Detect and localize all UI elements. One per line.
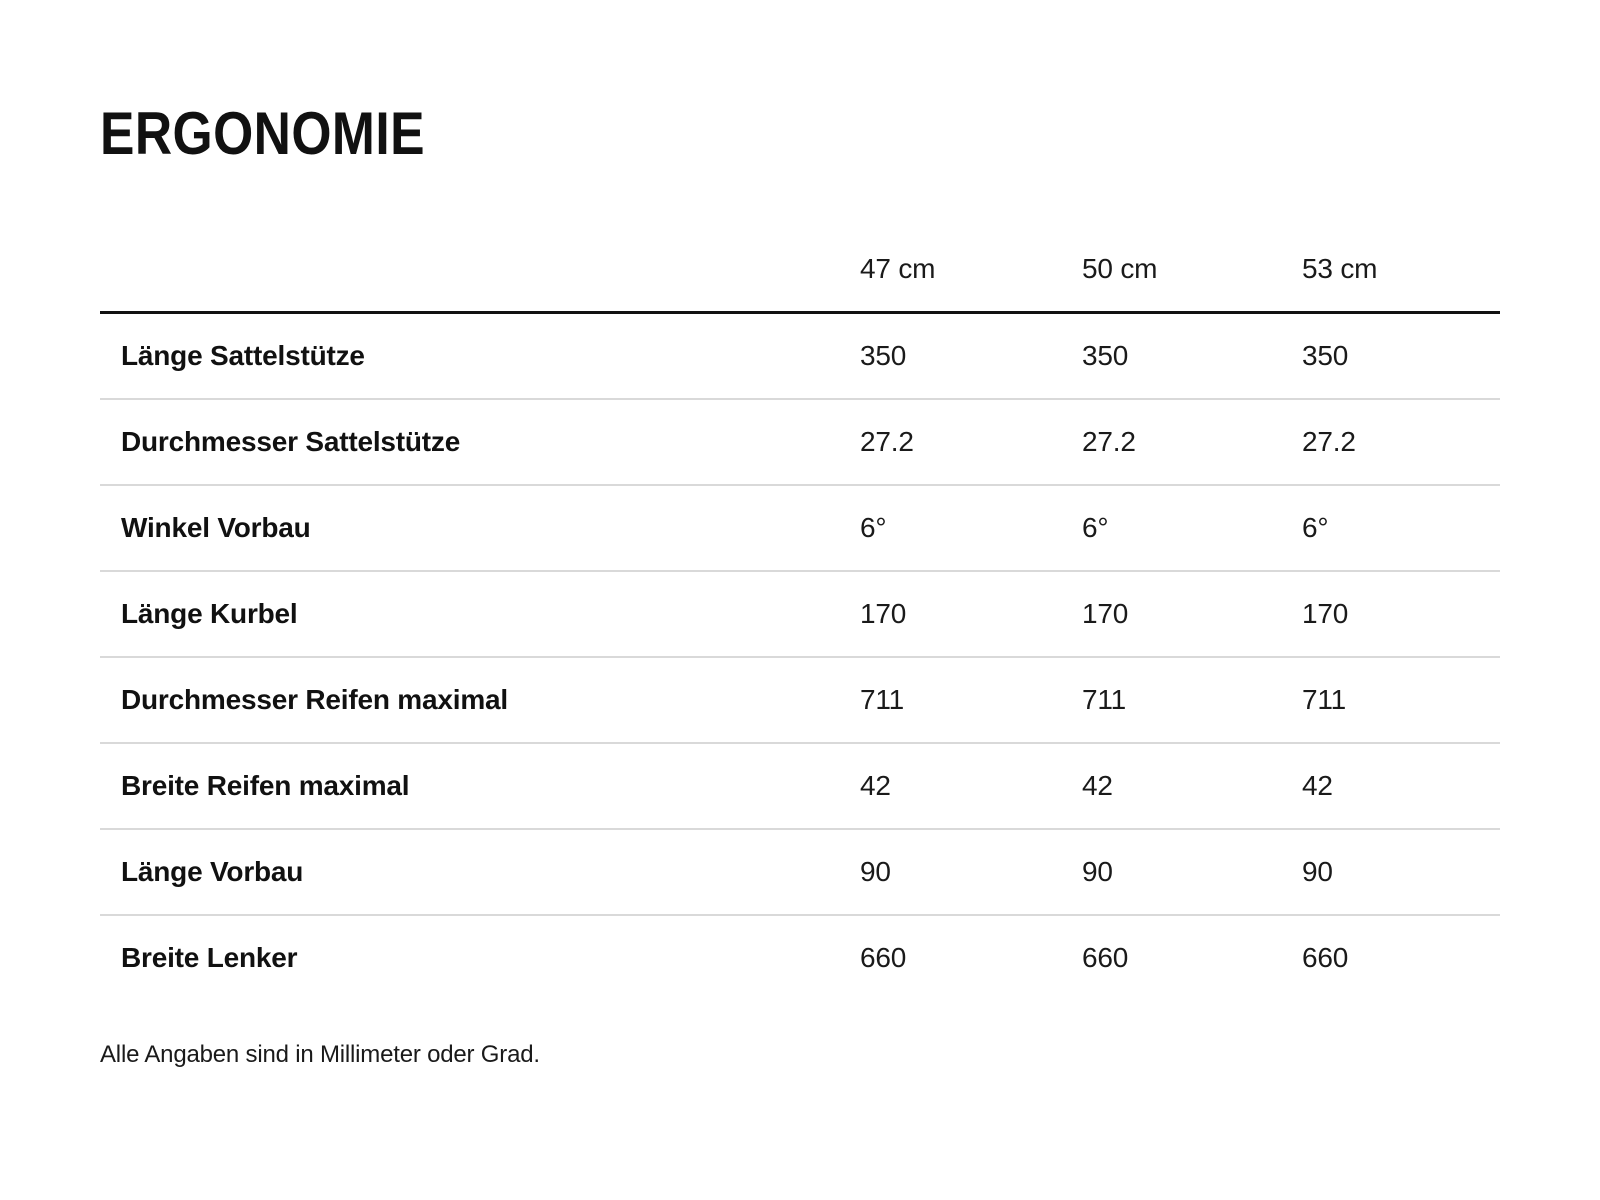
row-label: Länge Sattelstütze [100,312,860,400]
cell-value: 170 [860,571,1082,658]
cell-value: 42 [1082,743,1302,830]
cell-value: 660 [1302,942,1349,973]
cell-value: 711 [1082,657,1302,744]
cell-value: 6° [860,485,1082,572]
cell-value: 27.2 [860,399,1082,486]
table-body: Länge Sattelstütze 350 350 350 Durchmess… [100,312,1500,1001]
cell-value: 90 [1082,829,1302,916]
cell-value: 42 [1302,743,1500,830]
row-label: Durchmesser Sattelstütze [100,399,860,486]
cell-value: 350 [1082,312,1302,400]
table-row: Länge Vorbau 90 90 90 [100,829,1500,916]
cell-value: 6° [1302,485,1500,572]
column-header-50cm: 50 cm [1082,226,1302,314]
row-label: Winkel Vorbau [100,485,860,572]
row-label: Länge Vorbau [100,829,860,916]
cell-value: 350 [1302,312,1500,400]
cell-value: 660 [1082,942,1129,973]
row-label: Länge Kurbel [100,571,860,658]
cell-value: 711 [860,657,1082,744]
table-row: Durchmesser Sattelstütze 27.2 27.2 27.2 [100,399,1500,486]
cell-value: 711 [1302,657,1500,744]
cell-value: 660 [860,942,907,973]
header-corner-cell [100,226,860,314]
footnote: Alle Angaben sind in Millimeter oder Gra… [100,1041,540,1068]
table-header: 47 cm 50 cm 53 cm [100,226,1500,314]
cell-value: 42 [860,743,1082,830]
cell-value: 27.2 [1302,399,1500,486]
column-header-47cm: 47 cm [860,226,1082,314]
cell-value: 350 [860,312,1082,400]
cell-value: 27.2 [1082,399,1302,486]
cell-value: 6° [1082,485,1302,572]
row-label: Durchmesser Reifen maximal [100,657,860,744]
header-row: 47 cm 50 cm 53 cm [100,226,1500,314]
cell-value: 170 [1082,571,1302,658]
cell-value: 170 [1302,571,1500,658]
page-title: ERGONOMIE [100,100,425,167]
table-row: Breite Lenker 660 660 660 [100,915,1500,1000]
table-row: Länge Kurbel 170 170 170 [100,571,1500,658]
row-label: Breite Lenker [121,942,298,973]
table-row: Winkel Vorbau 6° 6° 6° [100,485,1500,572]
cell-value: 90 [1302,829,1500,916]
table-row: Durchmesser Reifen maximal 711 711 711 [100,657,1500,744]
column-header-53cm: 53 cm [1302,226,1500,314]
ergonomics-table: 47 cm 50 cm 53 cm Länge Sattelstütze 350… [100,226,1500,1000]
cell-value: 90 [860,829,1082,916]
table-row: Länge Sattelstütze 350 350 350 [100,312,1500,400]
table-row: Breite Reifen maximal 42 42 42 [100,743,1500,830]
row-label: Breite Reifen maximal [100,743,860,830]
